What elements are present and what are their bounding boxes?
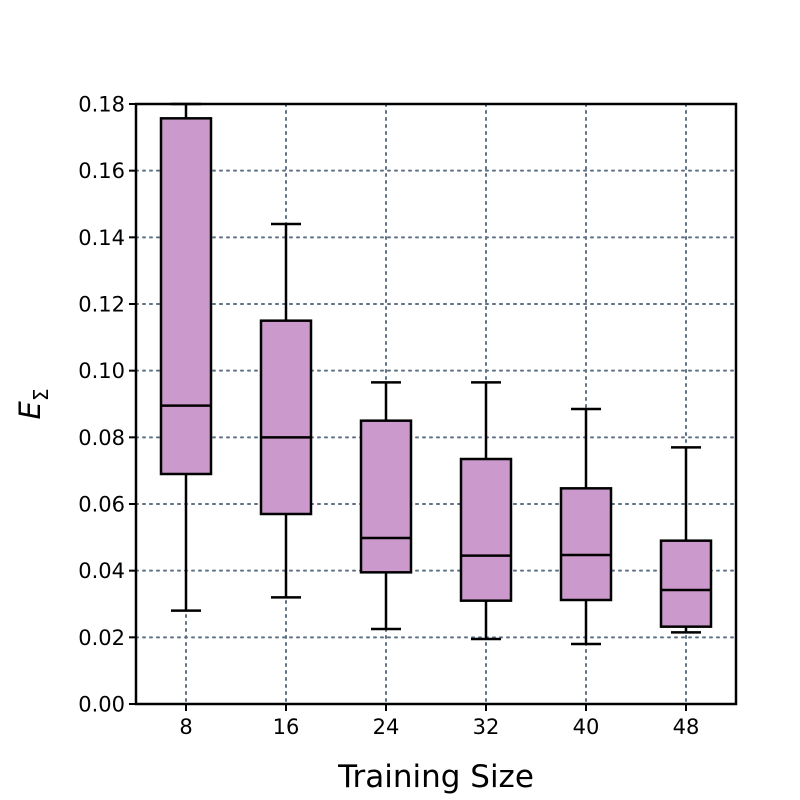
box-group — [559, 407, 613, 646]
grid-lines — [135, 103, 737, 705]
box-iqr — [659, 539, 713, 628]
y-tick-label: 0.02 — [78, 626, 125, 650]
box-group — [659, 446, 713, 634]
plot-frame — [134, 102, 738, 706]
box-group — [159, 102, 213, 612]
y-tick-label: 0.14 — [78, 226, 125, 250]
x-tick-label: 48 — [673, 715, 700, 739]
y-tick-label: 0.16 — [78, 159, 125, 183]
boxes-layer — [159, 102, 713, 646]
box-iqr — [259, 319, 313, 516]
y-tick-label: 0.06 — [78, 493, 125, 517]
box-iqr — [159, 117, 213, 476]
x-tick-label: 8 — [179, 715, 192, 739]
y-axis-title-main: E — [13, 400, 47, 419]
box-iqr — [359, 419, 413, 574]
y-tick-label: 0.00 — [78, 693, 125, 717]
x-axis-title: Training Size — [337, 759, 534, 795]
x-tick-label: 24 — [373, 715, 400, 739]
box-group — [459, 381, 513, 641]
y-tick-label: 0.08 — [78, 426, 125, 450]
ticks-layer: 0.00 0.02 0.04 0.06 0.08 0.10 0.12 0.14 0.16 0.18… — [78, 93, 699, 740]
y-tick-label: 0.04 — [78, 559, 125, 583]
y-tick-label: 0.18 — [78, 93, 125, 117]
box-iqr — [459, 457, 513, 602]
y-axis-title: EΣ — [13, 389, 53, 420]
y-axis-title-subscript: Σ — [29, 389, 53, 402]
x-tick-label: 32 — [473, 715, 500, 739]
box-group — [259, 222, 313, 599]
y-tick-label: 0.12 — [78, 293, 125, 317]
x-tick-label: 40 — [573, 715, 600, 739]
y-tick-label: 0.10 — [78, 359, 125, 383]
x-tick-label: 16 — [273, 715, 300, 739]
box-iqr — [559, 487, 613, 602]
box-group — [359, 381, 413, 631]
